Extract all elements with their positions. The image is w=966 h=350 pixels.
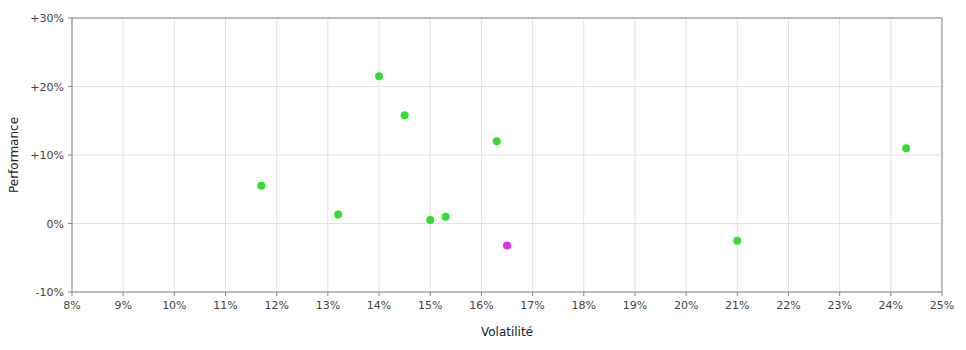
tick-x [839,292,840,296]
tick-x [686,292,687,296]
tick-x [890,292,891,296]
tick-label-y: +20% [30,81,64,94]
tick-x [276,292,277,296]
tick-y [68,292,72,293]
tick-x [942,292,943,296]
tick-label-x: 16% [469,299,493,312]
series [257,72,910,244]
tick-label-y: 0% [47,218,64,231]
tick-x [532,292,533,296]
tick-y [68,18,72,19]
grid [72,18,942,292]
tick-label-x: 19% [623,299,647,312]
tick-label-x: 13% [316,299,340,312]
tick-label-x: 10% [162,299,186,312]
tick-label-x: 15% [418,299,442,312]
point [375,72,383,80]
tick-y [68,155,72,156]
point [493,137,501,145]
tick-x [481,292,482,296]
tick-x [634,292,635,296]
series [503,241,511,249]
tick-x [430,292,431,296]
plot-area [72,18,942,292]
tick-x [72,292,73,296]
axes: 8% 9% 10% 11% 12% 13% 14% 15% 16% 17% 18% 19% 20% 21%… [30,12,954,312]
grid-line-y [72,155,942,156]
point [503,241,511,249]
tick-label-x: 18% [572,299,596,312]
tick-x [737,292,738,296]
tick-x [327,292,328,296]
tick-label-x: 23% [827,299,851,312]
x-axis-label: Volatilité [481,325,533,339]
grid-line-y [72,86,942,87]
point [442,213,450,221]
tick-x [225,292,226,296]
y-axis-label: Performance [7,117,21,193]
tick-label-x: 22% [776,299,800,312]
tick-label-x: 12% [264,299,288,312]
point [902,144,910,152]
tick-x [788,292,789,296]
tick-label-y: +10% [30,149,64,162]
tick-y [68,86,72,87]
point [401,111,409,119]
tick-x [583,292,584,296]
tick-y [68,223,72,224]
point [334,211,342,219]
tick-label-x: 11% [213,299,237,312]
tick-label-y: -10% [36,286,64,299]
tick-x [123,292,124,296]
points [257,72,910,249]
tick-x [174,292,175,296]
point [426,216,434,224]
tick-label-x: 25% [930,299,954,312]
point [257,182,265,190]
tick-label-x: 21% [725,299,749,312]
tick-label-x: 17% [520,299,544,312]
tick-label-y: +30% [30,12,64,25]
point [733,237,741,245]
tick-label-x: 14% [367,299,391,312]
tick-label-x: 24% [879,299,903,312]
tick-label-x: 20% [674,299,698,312]
plot-frame [72,18,942,292]
tick-label-x: 8% [63,299,80,312]
chart: 8% 9% 10% 11% 12% 13% 14% 15% 16% 17% 18% 19% 20% 21%… [0,0,966,350]
tick-label-x: 9% [114,299,131,312]
tick-x [379,292,380,296]
grid-line-y [72,223,942,224]
